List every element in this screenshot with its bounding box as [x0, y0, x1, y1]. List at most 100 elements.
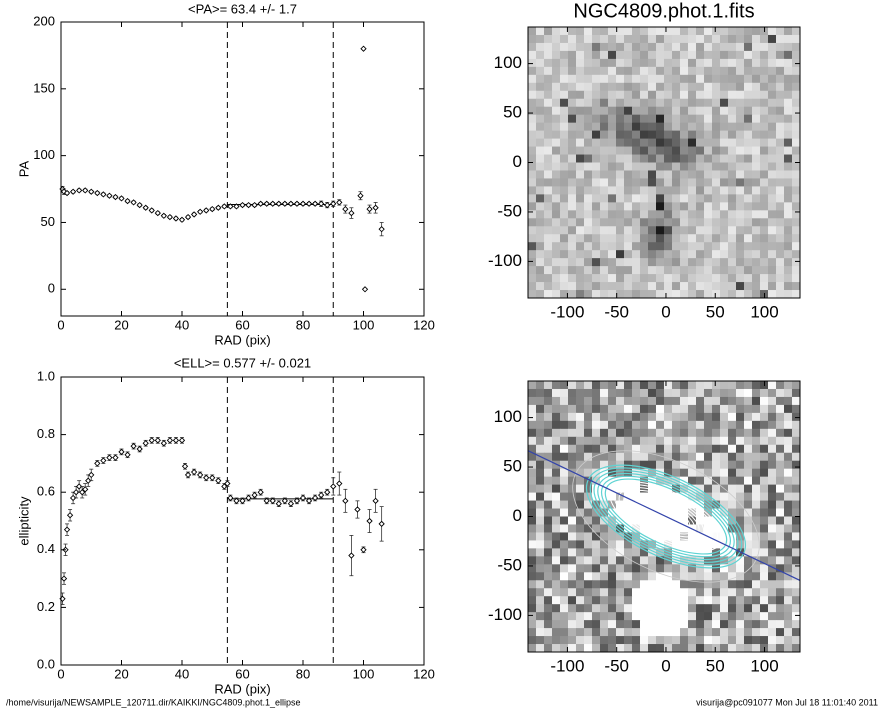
image-pixel	[544, 178, 553, 187]
image-pixel	[736, 90, 745, 100]
image-pixel	[592, 27, 601, 36]
image-pixel	[616, 381, 625, 390]
image-pixel	[792, 588, 801, 597]
image-pixel	[552, 580, 561, 589]
image-pixel	[728, 82, 737, 92]
image-pixel	[576, 154, 585, 163]
data-point	[378, 225, 385, 233]
data-point	[142, 204, 149, 211]
image-pixel	[576, 27, 585, 36]
image-pixel	[552, 210, 561, 219]
image-pixel	[608, 636, 617, 645]
image-pixel	[768, 436, 777, 446]
image-pixel	[720, 42, 729, 52]
image-pixel	[608, 82, 617, 92]
image-pixel	[696, 636, 705, 645]
image-pixel	[768, 42, 777, 52]
image-pixel	[648, 564, 657, 573]
image-pixel	[528, 122, 537, 132]
image-pixel	[616, 428, 625, 438]
image-pixel	[688, 258, 697, 267]
image-pixel	[608, 412, 617, 422]
image-pixel	[648, 194, 657, 203]
image-pixel	[624, 170, 633, 179]
image-pixel	[568, 90, 577, 100]
data-point	[94, 189, 101, 197]
image-pixel	[592, 290, 601, 299]
image-pixel	[608, 516, 617, 525]
data-point	[336, 480, 343, 487]
image-pixel	[720, 226, 729, 235]
image-pixel	[744, 42, 753, 52]
image-pixel	[768, 604, 777, 613]
image-pixel	[616, 444, 625, 454]
image-pixel	[544, 82, 553, 92]
image-pixel	[640, 500, 649, 509]
image-pixel	[776, 620, 785, 629]
image-pixel	[600, 588, 609, 597]
image-pixel	[648, 381, 657, 390]
image-pixel	[568, 452, 577, 462]
image-pixel	[608, 130, 617, 139]
data-point	[324, 201, 331, 209]
image-pixel	[680, 436, 689, 446]
image-pixel	[632, 194, 641, 203]
image-pixel	[632, 644, 641, 653]
image-pixel	[736, 452, 745, 462]
data-point	[112, 193, 119, 201]
image-pixel	[616, 556, 625, 565]
image-pixel	[768, 250, 777, 259]
image-pixel	[600, 170, 609, 179]
image-pixel	[720, 74, 729, 84]
image-pixel	[624, 596, 633, 605]
image-pixel	[696, 138, 705, 147]
image-pixel	[592, 58, 601, 68]
image-pixel	[752, 194, 761, 203]
image-pixel	[640, 444, 649, 454]
image-pixel	[568, 540, 577, 549]
image-pixel	[776, 170, 785, 179]
image-pixel	[544, 242, 553, 251]
image-pixel	[640, 162, 649, 171]
image-pixel	[680, 234, 689, 243]
image-pixel	[712, 516, 721, 525]
image-pixel	[712, 532, 721, 541]
image-pixel	[592, 194, 601, 203]
image-pixel	[560, 58, 569, 68]
image-pixel	[640, 138, 649, 147]
image-pixel	[544, 636, 553, 645]
image-pixel	[584, 404, 593, 414]
image-pixel	[584, 612, 593, 621]
image-pixel	[584, 484, 593, 493]
image-pixel	[552, 290, 561, 299]
image-pixel	[632, 548, 641, 557]
image-pixel	[624, 162, 633, 171]
image-pixel	[752, 202, 761, 211]
image-pixel	[600, 476, 609, 486]
image-pixel	[624, 388, 633, 398]
image-pixel	[560, 106, 569, 116]
data-point	[287, 500, 295, 507]
image-pixel	[656, 186, 665, 195]
image-pixel	[744, 532, 753, 541]
image-pixel	[592, 274, 601, 283]
image-pixel	[752, 492, 761, 501]
image-pixel	[600, 50, 609, 60]
image-pixel	[704, 388, 713, 398]
image-pixel	[760, 444, 769, 454]
y-tick-label: 0.6	[37, 484, 55, 499]
image-pixel	[784, 114, 793, 124]
image-pixel	[600, 90, 609, 100]
image-pixel	[672, 82, 681, 92]
image-pixel	[672, 138, 681, 147]
image-pixel	[792, 516, 801, 525]
image-pixel	[544, 154, 553, 163]
chart-title: <PA>= 63.4 +/- 1.7	[188, 1, 297, 16]
image-pixel	[672, 636, 681, 645]
image-pixel	[784, 412, 793, 422]
image-pixel	[720, 492, 729, 501]
image-pixel	[576, 524, 585, 533]
image-pixel	[760, 556, 769, 565]
image-pixel	[696, 580, 705, 589]
image-pixel	[536, 250, 545, 259]
